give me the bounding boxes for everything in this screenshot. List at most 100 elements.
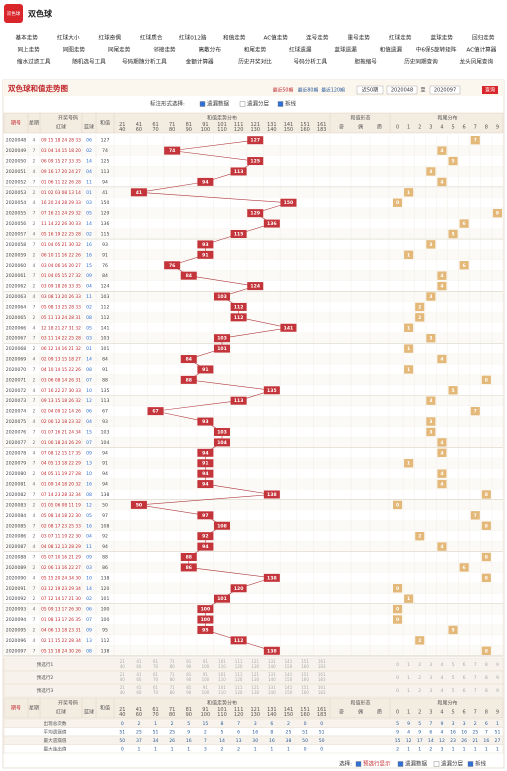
tail-value: 6 bbox=[463, 565, 466, 571]
nav-link[interactable]: 邻接走势 bbox=[153, 46, 176, 54]
sum: 129 bbox=[101, 211, 110, 217]
red-balls: 06 10 11 16 22 26 bbox=[41, 252, 81, 258]
blue-ball: 08 bbox=[86, 315, 92, 321]
preselect-tail: 5 bbox=[452, 688, 455, 694]
preselect-bucket-to: 150 bbox=[285, 677, 293, 682]
nav-link[interactable]: 连号走势 bbox=[306, 34, 329, 42]
stats-tail: 9 bbox=[418, 729, 421, 735]
nav-link[interactable]: 中6保5旋转矩阵 bbox=[416, 46, 457, 54]
checkbox bbox=[239, 101, 246, 107]
option-label[interactable]: 拆线 bbox=[285, 100, 297, 108]
nav-link[interactable]: 和值遗漏 bbox=[380, 46, 403, 54]
nav-link[interactable]: 龙头凤尾查询 bbox=[460, 58, 494, 66]
sum: 101 bbox=[101, 346, 110, 352]
preselect-bucket-to: 100 bbox=[202, 677, 210, 682]
footer-option[interactable]: 遗漏数据 bbox=[405, 760, 428, 768]
recent-link[interactable]: 最近50期 bbox=[273, 87, 294, 94]
nav-link[interactable]: 胆拖缩号 bbox=[354, 58, 377, 66]
row-bg bbox=[4, 249, 503, 261]
nav-link[interactable]: 红球大小 bbox=[57, 34, 80, 42]
bucket-to: 80 bbox=[169, 127, 175, 133]
nav-link[interactable]: 历史同期查询 bbox=[404, 58, 438, 66]
select-box bbox=[356, 85, 384, 95]
to-value[interactable]: 2020097 bbox=[434, 88, 456, 94]
bucket-to: 40 bbox=[119, 712, 125, 718]
preselect-bucket-to: 160 bbox=[301, 690, 309, 695]
sum-mark-label: 86 bbox=[186, 565, 192, 571]
period: 2020077 bbox=[6, 440, 27, 446]
blue-ball: 10 bbox=[86, 471, 92, 477]
stats-bucket: 6 bbox=[270, 721, 273, 727]
recent-link[interactable]: 最近80期 bbox=[298, 87, 319, 94]
from-value[interactable]: 2020048 bbox=[391, 88, 413, 94]
nav-link[interactable]: 回归走势 bbox=[472, 34, 495, 42]
nav-link[interactable]: 同图走势 bbox=[63, 46, 86, 54]
nav-link[interactable]: 红球奇偶 bbox=[99, 34, 122, 42]
sum-mark bbox=[164, 261, 181, 270]
preselect-bucket-to: 70 bbox=[153, 690, 159, 695]
preselect-tail: 9 bbox=[496, 688, 499, 694]
blue-ball: 06 bbox=[86, 138, 92, 144]
from-input bbox=[386, 85, 418, 95]
stats-bucket: 0 bbox=[320, 746, 323, 752]
week: 4 bbox=[33, 482, 36, 488]
week: 7 bbox=[33, 148, 36, 154]
nav-link[interactable]: 同尾走势 bbox=[108, 46, 131, 54]
tail-mark bbox=[426, 417, 436, 426]
nav-link[interactable]: 金额计算器 bbox=[186, 58, 214, 66]
nav-link[interactable]: 红球遗漏 bbox=[289, 46, 312, 54]
nav-link[interactable]: 历史开奖对比 bbox=[238, 58, 272, 66]
week: 2 bbox=[33, 252, 36, 258]
nav-link[interactable]: 离散分布 bbox=[199, 46, 222, 54]
tail-mark bbox=[459, 563, 469, 572]
nav-link[interactable]: 红球质合 bbox=[140, 34, 163, 42]
nav-link[interactable]: AC值计算器 bbox=[466, 46, 496, 54]
tail-mark bbox=[448, 229, 458, 239]
sum: 95 bbox=[102, 627, 108, 633]
nav-link[interactable]: 随机选号工具 bbox=[72, 58, 106, 66]
week: 4 bbox=[33, 138, 36, 144]
nav-link[interactable]: 和值走势 bbox=[223, 34, 246, 42]
nav-link[interactable]: 号码期随分析工具 bbox=[122, 58, 167, 66]
nav-link[interactable]: 红球走势 bbox=[389, 34, 412, 42]
nav-link[interactable]: 重号走势 bbox=[348, 34, 371, 42]
nav-link[interactable]: 和尾走势 bbox=[244, 46, 267, 54]
bucket-to: 90 bbox=[186, 127, 192, 133]
bucket-from: 141 bbox=[284, 707, 294, 713]
nav-link[interactable]: 红球012路 bbox=[179, 34, 207, 42]
stats-bucket: 2 bbox=[287, 721, 290, 727]
sum: 94 bbox=[102, 544, 108, 550]
select-value[interactable]: 近50期 bbox=[362, 87, 378, 94]
bucket-from: 111 bbox=[234, 122, 244, 128]
bucket-to: 70 bbox=[152, 712, 158, 718]
row-bg bbox=[4, 405, 503, 417]
nav-link[interactable]: 同上走势 bbox=[17, 46, 40, 54]
header-bg bbox=[3, 112, 504, 134]
nav-link[interactable]: 号码分析工具 bbox=[294, 58, 328, 66]
preselect-bucket-to: 90 bbox=[186, 677, 192, 682]
nav-link[interactable]: AC值走势 bbox=[264, 34, 289, 42]
nav-link[interactable]: 蓝球遗漏 bbox=[334, 46, 357, 54]
sum-mark-label: 138 bbox=[267, 575, 277, 581]
nav-link[interactable]: 基本走势 bbox=[16, 34, 39, 42]
preselect-bucket-to: 160 bbox=[301, 677, 309, 682]
tail-value: 1 bbox=[407, 190, 410, 196]
footer-option[interactable]: 拆线 bbox=[475, 760, 487, 768]
nav-link[interactable]: 蓝球走势 bbox=[431, 34, 454, 42]
stats-tail: 4 bbox=[440, 729, 443, 735]
option-label[interactable]: 遗漏分层 bbox=[247, 100, 270, 108]
footer-option[interactable]: 遗漏分层 bbox=[441, 760, 464, 768]
query-text[interactable]: 查询 bbox=[485, 87, 495, 94]
sum-mark-label: 67 bbox=[152, 409, 158, 415]
tail-value: 8 bbox=[485, 648, 488, 654]
recent-link[interactable]: 最近120期 bbox=[321, 87, 345, 94]
option-label[interactable]: 遗漏数据 bbox=[207, 100, 230, 108]
footer-option[interactable]: 预选行显示 bbox=[363, 760, 391, 768]
blue-ball: 03 bbox=[86, 336, 92, 342]
preselect-tail: 7 bbox=[474, 675, 477, 681]
stats-bucket: 1 bbox=[287, 746, 290, 752]
period: 2020073 bbox=[6, 398, 27, 404]
stats-tail: 1 bbox=[407, 746, 410, 752]
nav-link[interactable]: 缩水过滤工具 bbox=[17, 58, 51, 66]
site-title: 双色球 bbox=[28, 9, 53, 19]
